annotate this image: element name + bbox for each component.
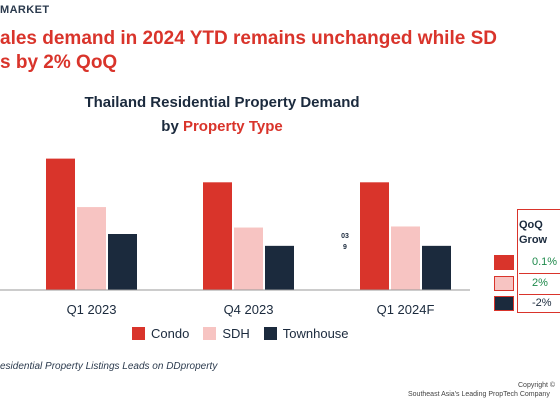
bar-chart: Q1 2023 Q4 2023 Q1 2024F 03 9 [0, 158, 470, 317]
chart-subtitle-prefix: by [161, 118, 183, 135]
company-tagline: Southeast Asia's Leading PropTech Compan… [408, 391, 550, 398]
qoq-row-value: 0.1% [532, 256, 558, 268]
legend-item-townhouse: Townhouse [263, 326, 349, 341]
stray-data-label: 03 [341, 233, 349, 240]
chart-subtitle: by Property Type [0, 118, 444, 135]
legend-label: SDH [222, 326, 250, 341]
qoq-row-separator [519, 273, 560, 274]
chart-title: Thailand Residential Property Demand [84, 94, 360, 111]
x-tick-label: Q1 2024F [377, 302, 435, 317]
chart-subtitle-accent: Property Type [182, 118, 283, 135]
qoq-row-separator [519, 294, 560, 295]
qoq-row-swatch [494, 296, 514, 311]
qoq-row-swatch [494, 276, 514, 291]
qoq-row-value: 2% [532, 277, 548, 289]
bar-sdh-0 [77, 207, 106, 290]
qoq-table-frame [517, 209, 560, 313]
qoq-header-1: QoQ [519, 219, 543, 231]
legend-label: Condo [151, 326, 190, 341]
bar-townhouse-1 [265, 245, 294, 290]
legend-item-condo: Condo [132, 326, 189, 341]
chart-legend: Condo SDH Townhouse [132, 326, 363, 341]
headline-line-2: s by 2% QoQ [0, 52, 118, 73]
headline-line-1: ales demand in 2024 YTD remains unchange… [0, 28, 497, 49]
legend-item-sdh: SDH [203, 326, 250, 341]
bar-townhouse-0 [108, 234, 137, 290]
stray-data-label: 9 [343, 244, 347, 251]
bar-townhouse-2 [422, 245, 451, 290]
bar-condo-2 [360, 182, 389, 290]
legend-label: Townhouse [282, 326, 349, 341]
bar-condo-1 [203, 182, 232, 290]
qoq-row-value: -2% [532, 297, 552, 309]
qoq-header-2: Grow [519, 234, 548, 246]
x-tick-label: Q4 2023 [224, 302, 274, 317]
bar-condo-0 [46, 158, 75, 290]
bar-sdh-2 [391, 226, 420, 290]
bar-sdh-1 [234, 227, 263, 290]
chart-source: esidential Property Listings Leads on DD… [0, 361, 218, 372]
legend-swatch [132, 327, 145, 340]
qoq-row-swatch [494, 255, 514, 270]
x-tick-label: Q1 2023 [67, 302, 117, 317]
copyright: Copyright © [518, 382, 556, 389]
legend-swatch [203, 327, 217, 340]
section-kicker: MARKET [0, 4, 50, 16]
legend-swatch [263, 327, 277, 340]
